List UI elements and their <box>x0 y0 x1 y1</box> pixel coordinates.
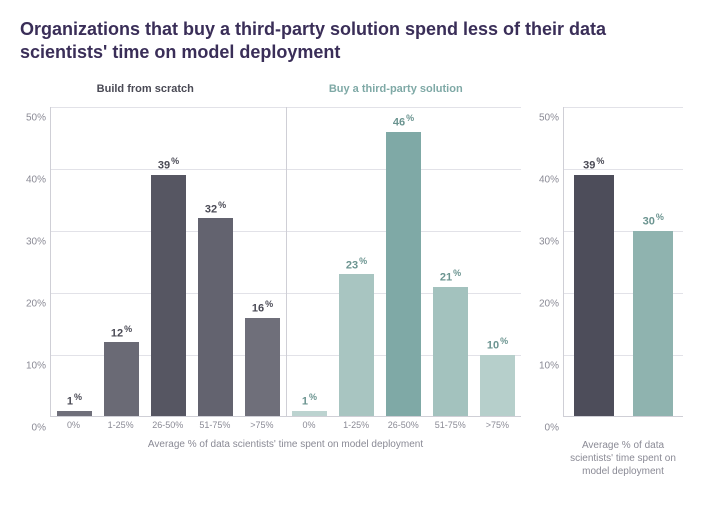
ytick: 20% <box>539 298 559 309</box>
main-plot: 1% 12% 39% 32% 16% 1% 23% 46% 21% 10% <box>50 107 521 417</box>
xtick: 0% <box>50 417 97 433</box>
xtick: 51-75% <box>427 417 474 433</box>
ytick: 20% <box>26 298 46 309</box>
bar: 21% <box>433 287 468 417</box>
subtitle-build: Build from scratch <box>20 83 271 101</box>
bar: 39% <box>151 175 186 417</box>
bar-value-label: 39% <box>158 156 179 175</box>
chart-title: Organizations that buy a third-party sol… <box>20 18 683 65</box>
main-baseline <box>51 416 521 417</box>
bar-value-label: 1% <box>302 392 317 411</box>
xtick: 26-50% <box>144 417 191 433</box>
summary-bars: 39% 30% <box>564 107 683 417</box>
xtick: 1-25% <box>97 417 144 433</box>
charts-row: Build from scratch Buy a third-party sol… <box>20 83 683 478</box>
ytick: 0% <box>32 422 46 433</box>
bar-value-label: 23% <box>346 256 367 275</box>
summary-plot-wrap: 0%10%20%30%40%50% 39%30% <box>533 107 683 417</box>
ytick: 40% <box>26 174 46 185</box>
xtick: >75% <box>238 417 285 433</box>
main-plot-wrap: 0%10%20%30%40%50% 1%12%39%32%16%1%23%46%… <box>20 107 521 417</box>
bar: 32% <box>198 218 233 416</box>
bar: 16% <box>245 318 280 417</box>
bar-value-label: 30% <box>643 212 664 231</box>
xtick: 0% <box>285 417 332 433</box>
main-xlabel: Average % of data scientists' time spent… <box>50 439 521 450</box>
bar: 30% <box>633 231 673 417</box>
bar-value-label: 12% <box>111 324 132 343</box>
ytick: 10% <box>26 360 46 371</box>
ytick: 50% <box>539 112 559 123</box>
bar-value-label: 46% <box>393 113 414 132</box>
bar: 12% <box>104 342 139 416</box>
bar: 46% <box>386 132 421 417</box>
bar-value-label: 21% <box>440 268 461 287</box>
ytick: 10% <box>539 360 559 371</box>
ytick: 0% <box>545 422 559 433</box>
bar: 10% <box>480 355 515 417</box>
bar-value-label: 1% <box>67 392 82 411</box>
bar-value-label: 10% <box>487 336 508 355</box>
ytick: 30% <box>26 236 46 247</box>
summary-panel: 0% 10% 20% 30% 40% 50% 39% 30% Average % of da… <box>533 83 683 478</box>
ytick: 40% <box>539 174 559 185</box>
main-panel: Build from scratch Buy a third-party sol… <box>20 83 521 450</box>
main-subtitle-row: Build from scratch Buy a third-party sol… <box>20 83 521 101</box>
summary-xlabel: Average % of data scientists' time spent… <box>563 439 683 478</box>
summary-plot: 39% 30% <box>563 107 683 417</box>
xtick: 26-50% <box>380 417 427 433</box>
bar-value-label: 32% <box>205 200 226 219</box>
xtick: 1-25% <box>333 417 380 433</box>
bar: 23% <box>339 274 374 417</box>
main-xaxis: 0%1-25%26-50%51-75%>75%0%1-25%26-50%51-7… <box>50 417 521 433</box>
xtick: >75% <box>474 417 521 433</box>
panel-separator <box>286 107 287 417</box>
xtick: 51-75% <box>191 417 238 433</box>
bar-value-label: 39% <box>583 156 604 175</box>
ytick: 30% <box>539 236 559 247</box>
ytick: 50% <box>26 112 46 123</box>
bar-value-label: 16% <box>252 299 273 318</box>
summary-baseline <box>564 416 683 417</box>
subtitle-buy: Buy a third-party solution <box>271 83 522 101</box>
summary-yaxis: 0%10%20%30%40%50% <box>533 107 563 417</box>
summary-subtitle-spacer <box>533 83 683 101</box>
main-yaxis: 0%10%20%30%40%50% <box>20 107 50 417</box>
bar: 39% <box>574 175 614 417</box>
